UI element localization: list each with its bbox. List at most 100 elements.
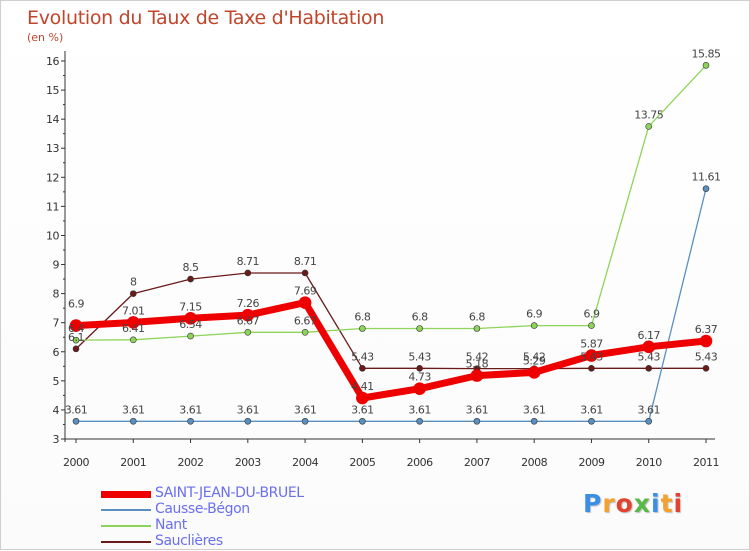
data-label: 5.43 (408, 350, 431, 363)
data-point (129, 417, 137, 425)
data-point (356, 391, 369, 405)
data-label: 8.71 (294, 255, 317, 268)
data-point (69, 319, 83, 332)
y-tick-label: 8 (53, 288, 60, 301)
data-label: 6.4 (68, 322, 84, 335)
data-label: 6.54 (179, 318, 202, 331)
logo-letter: P (583, 489, 603, 518)
legend-label: Sauclières (155, 533, 223, 549)
data-label: 7.15 (179, 300, 202, 313)
data-point (416, 325, 423, 332)
data-point (702, 62, 710, 69)
data-point (413, 382, 426, 395)
data-label: 5.42 (466, 351, 489, 364)
data-point (359, 365, 366, 372)
unit-label: (en %) (27, 31, 64, 44)
x-tick-label: 2004 (292, 456, 318, 469)
data-label: 11.61 (692, 171, 721, 184)
data-point (527, 366, 541, 379)
data-point (473, 417, 481, 425)
data-point (642, 340, 656, 354)
data-point (530, 417, 538, 425)
legend-label: SAINT-JEAN-DU-BRUEL (155, 485, 304, 501)
data-label: 5.18 (466, 358, 489, 371)
data-label: 3.61 (523, 403, 546, 416)
x-tick-label: 2007 (464, 456, 490, 469)
data-point (72, 336, 80, 344)
data-label: 6.37 (695, 323, 718, 336)
y-tick-label: 9 (53, 259, 60, 272)
data-point (244, 417, 252, 425)
data-label: 6.8 (354, 311, 370, 324)
x-tick-label: 2009 (578, 456, 604, 469)
data-point (702, 365, 710, 372)
data-point (359, 325, 366, 332)
y-tick-label: 7 (53, 317, 60, 330)
x-tick-label: 2001 (120, 456, 146, 469)
logo-letter: i (673, 489, 684, 518)
data-point (585, 349, 598, 362)
legend-swatch (101, 525, 151, 527)
x-tick-label: 2005 (349, 456, 375, 469)
data-label: 3.61 (294, 403, 317, 416)
data-point (184, 312, 197, 325)
chart-title: Evolution du Taux de Taxe d'Habitation (27, 7, 385, 29)
series-line-2 (75, 187, 707, 422)
x-tick-label: 2000 (63, 456, 89, 469)
data-label: 7.69 (294, 285, 317, 298)
series-line-0 (75, 272, 707, 370)
data-label: 8 (130, 276, 137, 289)
y-tick-label: 11 (46, 200, 59, 213)
data-point (588, 417, 595, 425)
data-label: 8.71 (237, 255, 260, 268)
data-point (241, 308, 255, 322)
data-point (301, 269, 309, 277)
data-label: 5.87 (580, 338, 603, 351)
data-label: 5.43 (351, 350, 374, 363)
data-point (473, 325, 481, 332)
logo-letter: i (651, 489, 661, 518)
x-tick-label: 2003 (235, 456, 261, 469)
legend-swatch (101, 491, 151, 498)
y-tick-label: 4 (53, 404, 60, 417)
data-point (187, 417, 194, 425)
logo-letter: r (602, 489, 616, 518)
data-point (126, 316, 140, 329)
data-label: 6.17 (637, 329, 660, 342)
data-label: 6.1 (68, 331, 84, 344)
data-label: 6.9 (583, 308, 599, 321)
x-tick-label: 2006 (407, 456, 433, 469)
data-point (699, 334, 713, 348)
x-tick-label: 2010 (636, 456, 662, 469)
data-point (187, 332, 194, 340)
legend-swatch (101, 509, 151, 511)
data-label: 8.5 (183, 261, 199, 274)
data-label: 3.61 (637, 403, 660, 416)
data-label: 4.73 (408, 371, 431, 384)
y-tick-label: 14 (46, 113, 59, 126)
data-point (301, 417, 309, 425)
data-point (645, 365, 653, 372)
data-label: 15.85 (692, 47, 721, 60)
y-tick-label: 16 (46, 55, 59, 68)
data-label: 3.61 (466, 403, 489, 416)
y-tick-label: 13 (46, 142, 59, 155)
data-label: 13.75 (634, 108, 663, 121)
legend-swatch (101, 541, 151, 543)
data-point (416, 365, 423, 372)
data-label: 5.43 (580, 350, 603, 363)
data-point (702, 185, 710, 192)
data-label: 6.8 (412, 311, 428, 324)
series-line-1 (75, 64, 707, 341)
y-tick-label: 10 (46, 229, 59, 242)
data-point (301, 328, 309, 336)
data-label: 5.42 (523, 351, 546, 364)
logo-letter: o (615, 489, 634, 518)
data-label: 3.61 (580, 403, 603, 416)
x-tick-label: 2011 (693, 456, 719, 469)
x-tick-label: 2002 (178, 456, 204, 469)
data-point (645, 417, 653, 425)
series-line-3 (72, 299, 710, 402)
data-label: 3.61 (179, 403, 202, 416)
legend-label: Nant (155, 517, 187, 533)
